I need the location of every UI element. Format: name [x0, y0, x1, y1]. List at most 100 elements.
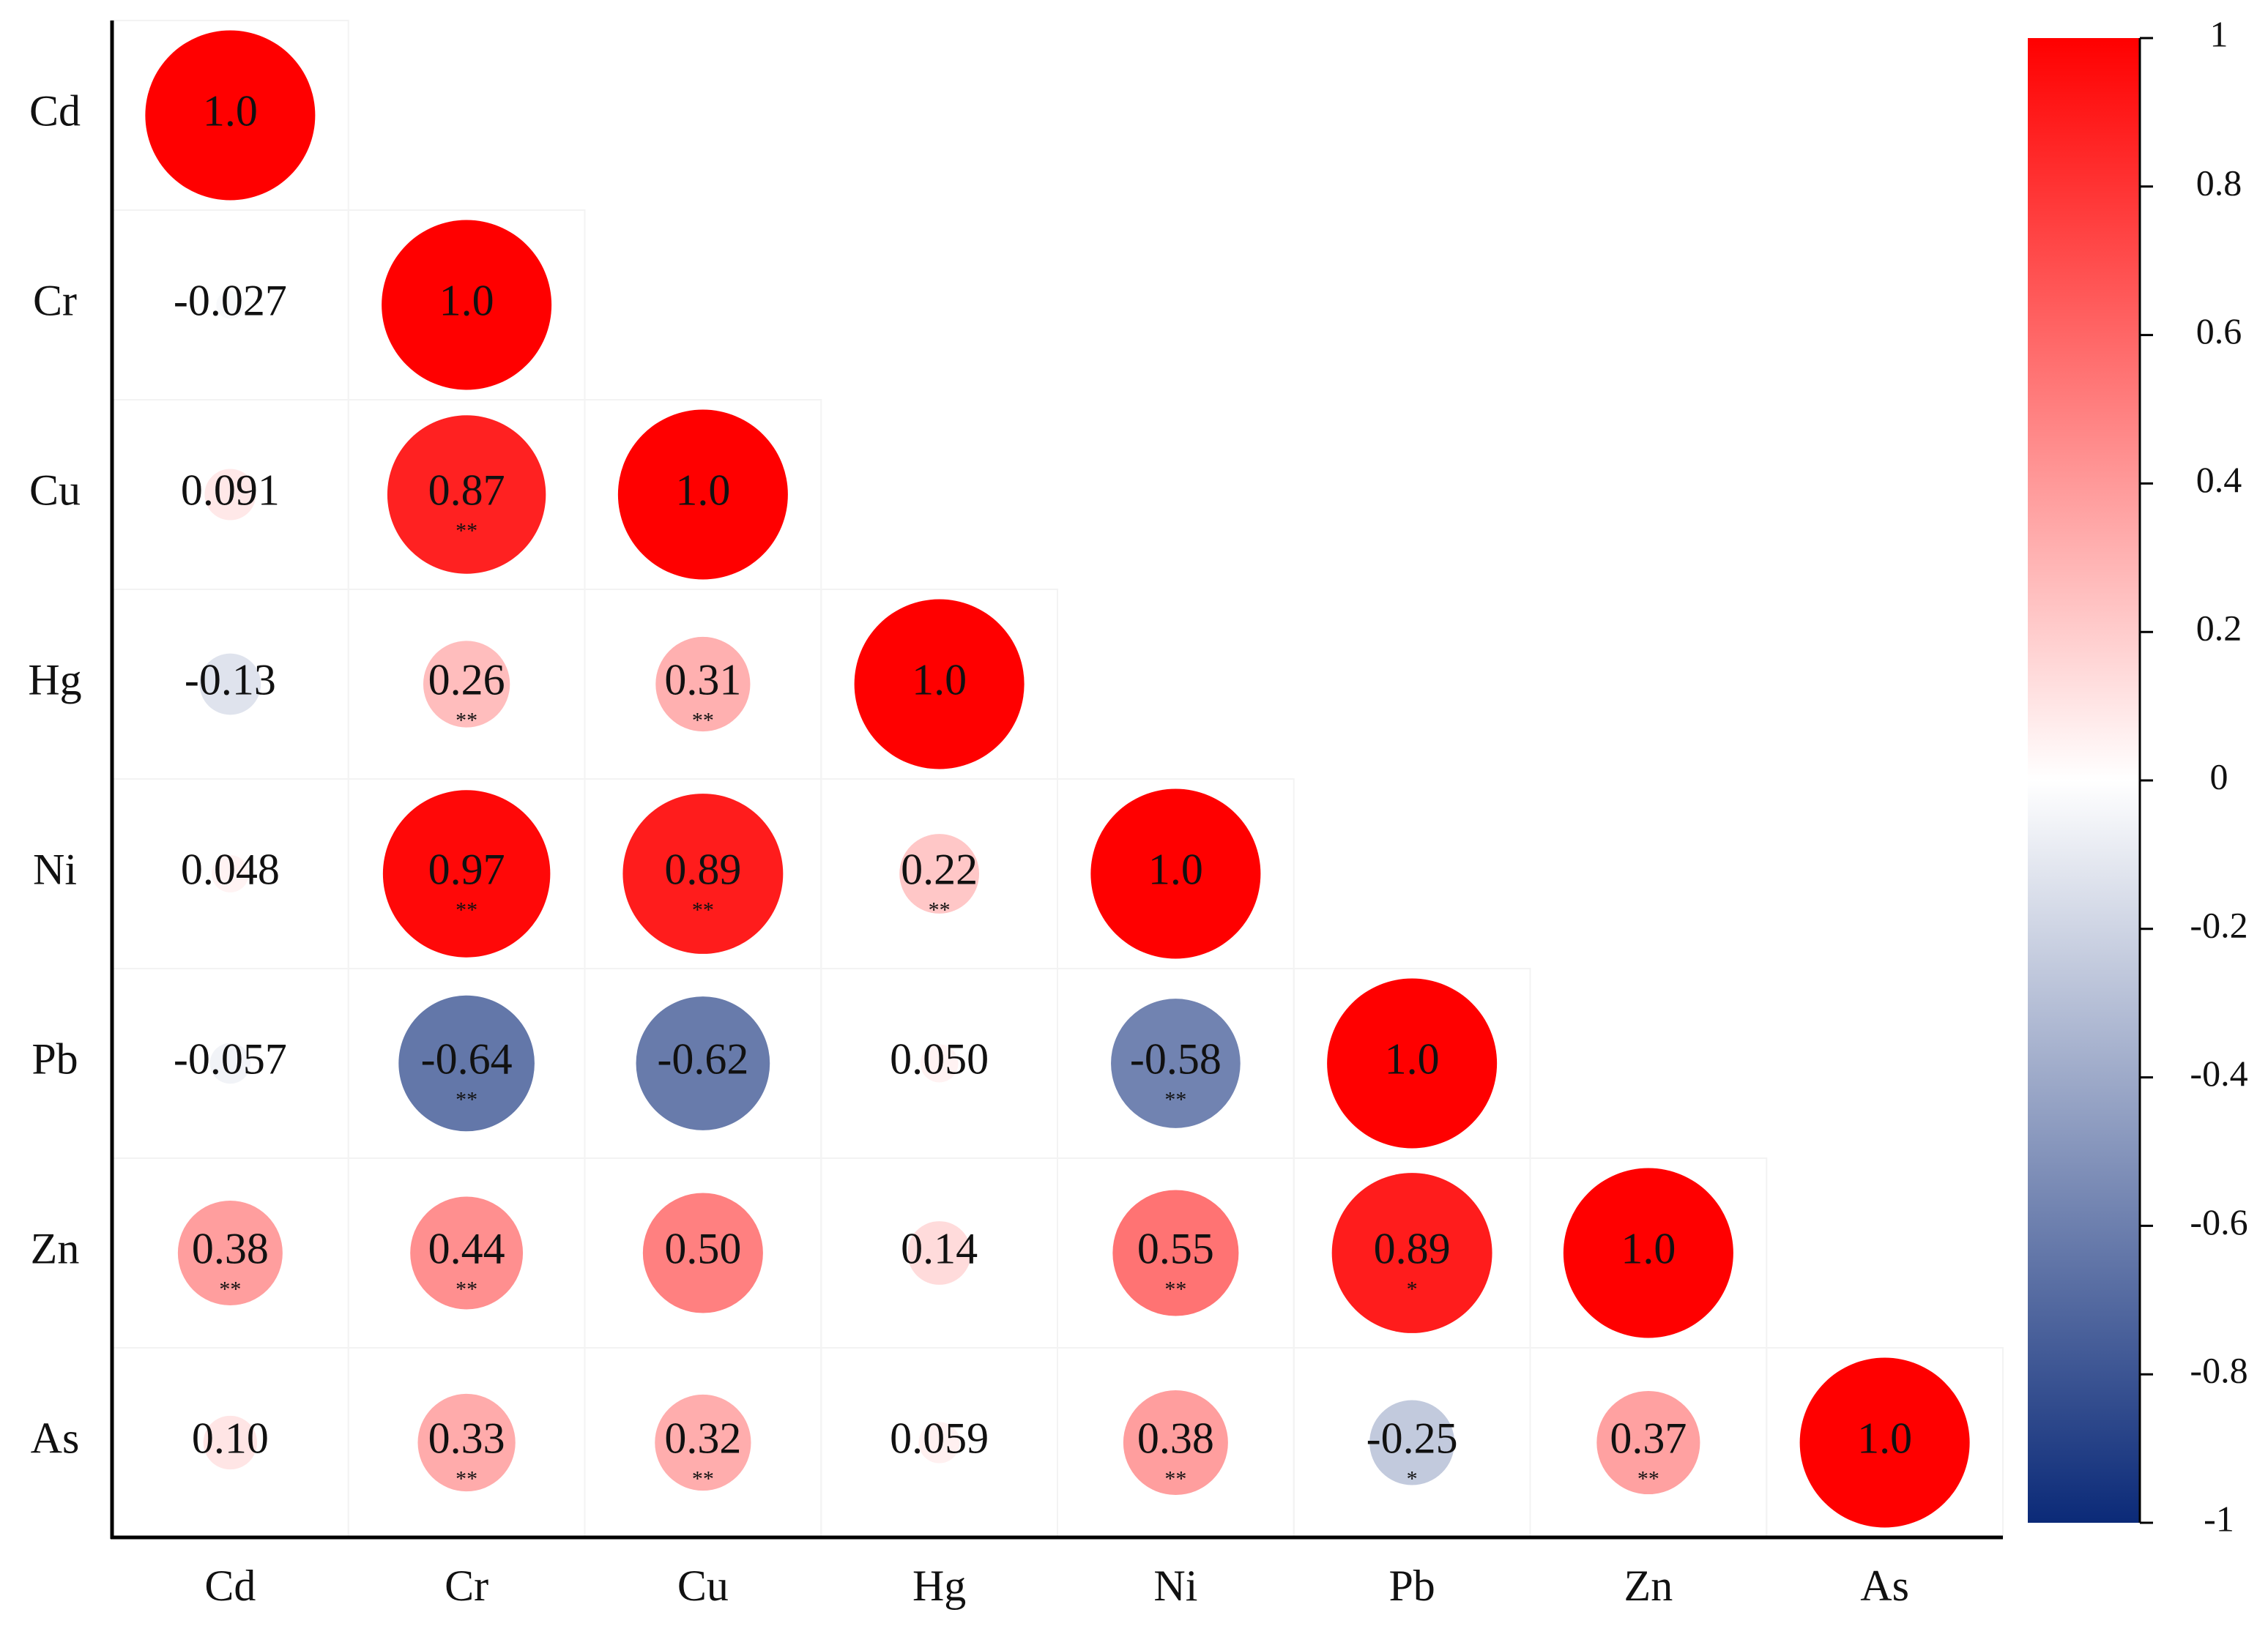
significance-label: **: [929, 898, 951, 922]
value-label: -0.027: [174, 276, 287, 324]
value-label: 1.0: [203, 86, 258, 135]
colorbar-tick-label: -0.8: [2190, 1350, 2247, 1391]
value-label: 0.37: [1610, 1414, 1687, 1462]
x-tick-label: Zn: [1624, 1562, 1673, 1610]
value-label: 0.31: [664, 655, 741, 704]
correlation-circle: [899, 834, 980, 914]
y-tick-label: Ni: [33, 845, 77, 893]
colorbar-tick-label: 0: [2210, 756, 2228, 797]
value-label: -0.62: [657, 1034, 748, 1083]
correlation-circle: [655, 636, 751, 732]
significance-label: **: [456, 1466, 477, 1491]
x-tick-label: As: [1860, 1562, 1909, 1610]
value-label: 1.0: [439, 276, 494, 324]
correlation-circle: [417, 1393, 516, 1492]
correlation-circle: [1111, 999, 1241, 1128]
value-label: 0.26: [428, 655, 505, 704]
value-label: 0.89: [1374, 1224, 1451, 1272]
correlation-circle: [209, 1043, 251, 1084]
colorbar-tick-label: 0.8: [2196, 162, 2242, 203]
value-label: 0.048: [181, 845, 280, 893]
x-tick-label: Pb: [1388, 1562, 1435, 1610]
value-label: 0.38: [192, 1224, 269, 1272]
value-label: -0.057: [174, 1034, 287, 1083]
value-label: 0.89: [664, 845, 741, 893]
correlation-circle: [655, 1394, 751, 1491]
significance-label: **: [692, 1466, 714, 1491]
correlation-circle: [1369, 1400, 1455, 1485]
significance-label: *: [1407, 1466, 1418, 1491]
colorbar-tick-label: -1: [2204, 1498, 2234, 1539]
correlation-circle: [636, 996, 770, 1130]
significance-label: **: [219, 1277, 241, 1301]
significance-label: **: [456, 708, 477, 732]
y-tick-label: Cr: [33, 276, 77, 324]
correlation-circle: [1090, 788, 1261, 959]
colorbar-tick-label: 0.2: [2196, 608, 2242, 649]
correlation-circle: [1327, 978, 1498, 1149]
y-tick-label: Cd: [29, 86, 81, 135]
colorbar-tick-label: -0.2: [2190, 904, 2247, 945]
significance-label: **: [1164, 1087, 1186, 1111]
correlation-circle: [1331, 1173, 1492, 1333]
correlation-circle: [398, 995, 535, 1132]
x-tick-label: Hg: [912, 1562, 966, 1610]
value-label: 0.38: [1137, 1414, 1214, 1462]
value-label: 0.091: [181, 466, 280, 514]
correlation-circle: [382, 220, 552, 390]
correlation-circle: [1123, 1390, 1228, 1496]
value-label: 1.0: [1385, 1034, 1440, 1083]
value-label: 1.0: [912, 655, 967, 704]
colorbar-tick-label: 1: [2210, 13, 2228, 54]
colorbar: [2028, 38, 2140, 1523]
significance-label: **: [1637, 1466, 1659, 1491]
colorbar-tick-label: -0.4: [2190, 1053, 2247, 1094]
value-label: 0.10: [192, 1414, 269, 1462]
value-label: 0.22: [901, 845, 978, 893]
correlation-circle: [145, 30, 316, 201]
value-label: 0.050: [890, 1034, 989, 1083]
value-label: 0.44: [428, 1224, 505, 1272]
correlation-circle: [642, 1193, 763, 1313]
correlation-circle: [410, 1196, 524, 1310]
significance-label: **: [456, 898, 477, 922]
x-tick-label: Cd: [204, 1562, 256, 1610]
correlation-circle: [918, 1422, 960, 1463]
significance-label: **: [692, 708, 714, 732]
y-tick-label: As: [31, 1414, 80, 1462]
correlation-circle: [1112, 1190, 1239, 1316]
significance-label: **: [1164, 1466, 1186, 1491]
value-label: 0.97: [428, 845, 505, 893]
value-label: -0.58: [1130, 1034, 1222, 1083]
x-tick-label: Ni: [1153, 1562, 1197, 1610]
value-label: 1.0: [1148, 845, 1203, 893]
value-label: 0.50: [664, 1224, 741, 1272]
correlation-circle: [854, 599, 1025, 769]
value-label: -0.13: [185, 655, 276, 704]
correlation-circle: [199, 653, 261, 715]
value-label: 0.14: [901, 1224, 978, 1272]
y-tick-label: Pb: [31, 1034, 78, 1083]
value-label: 1.0: [1621, 1224, 1676, 1272]
colorbar-tick-label: 0.4: [2196, 459, 2242, 500]
significance-label: *: [1407, 1277, 1418, 1301]
correlation-circle: [204, 469, 256, 521]
correlation-circle: [177, 1200, 283, 1306]
significance-label: **: [456, 1087, 477, 1111]
correlation-circle: [1799, 1357, 1970, 1528]
correlation-circle: [216, 291, 245, 319]
value-label: 1.0: [1857, 1414, 1912, 1462]
correlation-circle: [387, 415, 546, 574]
correlation-circle: [622, 794, 784, 954]
value-label: -0.25: [1367, 1414, 1458, 1462]
y-tick-label: Zn: [31, 1224, 80, 1272]
colorbar-tick-label: -0.6: [2190, 1201, 2247, 1242]
correlation-circle: [423, 641, 510, 728]
correlation-circle: [1563, 1168, 1733, 1338]
value-label: 0.55: [1137, 1224, 1214, 1272]
value-label: 0.32: [664, 1414, 741, 1462]
value-label: 1.0: [675, 466, 730, 514]
correlation-circle: [1596, 1390, 1700, 1495]
value-label: 0.33: [428, 1414, 505, 1462]
